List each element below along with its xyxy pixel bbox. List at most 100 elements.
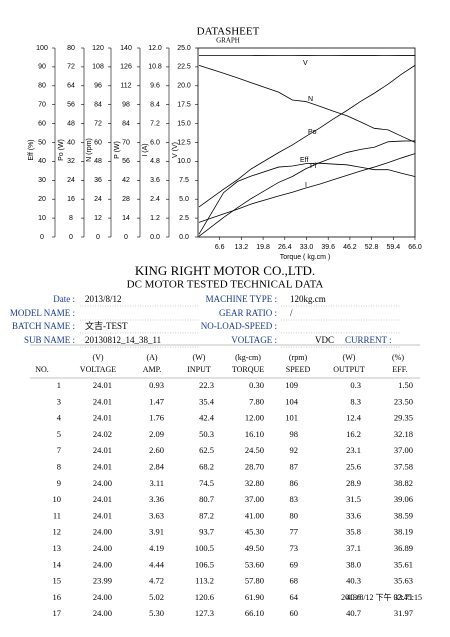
table-cell: 45.30 xyxy=(245,527,264,537)
y-tick-label: 7.5 xyxy=(179,177,189,184)
y-tick-label: 30 xyxy=(38,177,46,184)
footer-timestamp: 2013/8/12 下午 02:45:15 xyxy=(341,592,422,602)
y-tick-label: 32 xyxy=(67,158,75,165)
x-tick-label: 33.0 xyxy=(300,244,314,251)
field-label: CURRENT : xyxy=(345,335,392,345)
y-tick-label: 24 xyxy=(67,177,75,184)
field-label: Date : xyxy=(53,294,75,304)
table-cell: 13 xyxy=(53,543,62,553)
table-cell: 49.50 xyxy=(245,543,264,553)
table-cell: 2.60 xyxy=(149,445,164,455)
table-cell: 24.01 xyxy=(93,445,112,455)
y-tick-label: 96 xyxy=(94,83,102,90)
table-cell: 38.0 xyxy=(346,559,361,569)
table-cell: 1.47 xyxy=(149,396,164,406)
field-label: BATCH NAME : xyxy=(12,321,75,331)
y-tick-label: 10 xyxy=(38,215,46,222)
table-cell: 24.00 xyxy=(93,592,112,602)
field-value: VDC xyxy=(315,335,334,345)
y-axis-title: I (A) xyxy=(142,143,149,156)
y-tick-label: 98 xyxy=(122,102,130,109)
table-cell: 24.00 xyxy=(93,527,112,537)
y-tick-label: 100 xyxy=(36,45,48,52)
table-cell: 24.01 xyxy=(93,380,112,390)
chart-title: DATASHEET xyxy=(197,26,260,38)
table-cell: 101 xyxy=(285,413,298,423)
y-tick-label: 48 xyxy=(94,158,102,165)
x-tick-label: 6.6 xyxy=(215,244,225,251)
document-title: DC MOTOR TESTED TECHNICAL DATA xyxy=(127,279,324,291)
table-cell: 4 xyxy=(57,413,62,423)
series-label: Pi xyxy=(310,163,317,170)
table-cell: 15 xyxy=(53,576,62,586)
table-cell: 0.3 xyxy=(350,380,361,390)
table-cell: 10 xyxy=(53,494,62,504)
table-cell: 3 xyxy=(57,396,61,406)
table-cell: 64 xyxy=(290,592,299,602)
series-label: V xyxy=(303,60,308,67)
unit-header: (A) xyxy=(146,353,157,362)
table-cell: 2.09 xyxy=(149,429,164,439)
y-tick-label: 84 xyxy=(122,120,130,127)
table-cell: 31.97 xyxy=(394,608,413,618)
series-label: I xyxy=(305,182,307,189)
table-cell: 5.30 xyxy=(149,608,164,618)
table-cell: 5 xyxy=(57,429,61,439)
table-cell: 12.00 xyxy=(245,413,264,423)
y-tick-label: 64 xyxy=(67,83,75,90)
y-tick-label: 70 xyxy=(38,102,46,109)
table-cell: 68 xyxy=(290,576,299,586)
field-value: / xyxy=(290,308,293,318)
table-cell: 33.71 xyxy=(394,592,413,602)
table-cell: 1.76 xyxy=(149,413,164,423)
column-header: OUTPUT xyxy=(333,365,365,374)
table-cell: 40.3 xyxy=(346,576,361,586)
table-cell: 8 xyxy=(57,461,61,471)
unit-header: (rpm) xyxy=(289,353,308,362)
table-cell: 4.19 xyxy=(149,543,164,553)
table-cell: 35.61 xyxy=(394,559,413,569)
table-cell: 38.82 xyxy=(394,478,413,488)
x-tick-label: 19.8 xyxy=(256,244,270,251)
y-axis-title: V (V) xyxy=(172,142,179,158)
unit-header: (W) xyxy=(193,353,206,362)
table-cell: 16 xyxy=(53,592,62,602)
y-tick-label: 84 xyxy=(94,102,102,109)
table-cell: 41.00 xyxy=(245,510,264,520)
table-cell: 120.6 xyxy=(195,592,214,602)
table-cell: 0.30 xyxy=(249,380,264,390)
table-cell: 12 xyxy=(53,527,62,537)
table-cell: 127.3 xyxy=(195,608,214,618)
table-cell: 60 xyxy=(290,608,299,618)
y-tick-label: 12.5 xyxy=(177,139,191,146)
unit-header: (W) xyxy=(343,353,356,362)
table-cell: 24.01 xyxy=(93,510,112,520)
x-tick-label: 13.2 xyxy=(235,244,249,251)
table-cell: 24.01 xyxy=(93,461,112,471)
table-cell: 68.2 xyxy=(199,461,214,471)
y-tick-label: 6.0 xyxy=(150,139,160,146)
table-cell: 37.58 xyxy=(394,461,413,471)
table-cell: 14 xyxy=(53,559,62,569)
table-cell: 24.00 xyxy=(93,478,112,488)
table-cell: 22.3 xyxy=(199,380,214,390)
y-tick-label: 42 xyxy=(122,177,130,184)
table-cell: 73 xyxy=(290,543,299,553)
y-tick-label: 50 xyxy=(38,139,46,146)
table-cell: 24.00 xyxy=(93,559,112,569)
field-value: 20130812_14_38_11 xyxy=(85,335,161,345)
y-tick-label: 48 xyxy=(67,120,75,127)
y-tick-label: 2.4 xyxy=(150,196,160,203)
y-tick-label: 112 xyxy=(120,83,131,90)
field-value: 2013/8/12 xyxy=(85,294,122,304)
x-axis-label: Torque ( kg.cm ) xyxy=(280,254,331,261)
table-cell: 4.72 xyxy=(149,576,164,586)
y-tick-label: 8 xyxy=(69,215,73,222)
table-cell: 35.8 xyxy=(346,527,361,537)
table-cell: 4.44 xyxy=(149,559,165,569)
y-tick-label: 72 xyxy=(94,120,102,127)
y-axis-title: Po (W) xyxy=(58,139,65,161)
y-tick-label: 14 xyxy=(122,215,130,222)
field-label: NO-LOAD-SPEED : xyxy=(201,321,277,331)
